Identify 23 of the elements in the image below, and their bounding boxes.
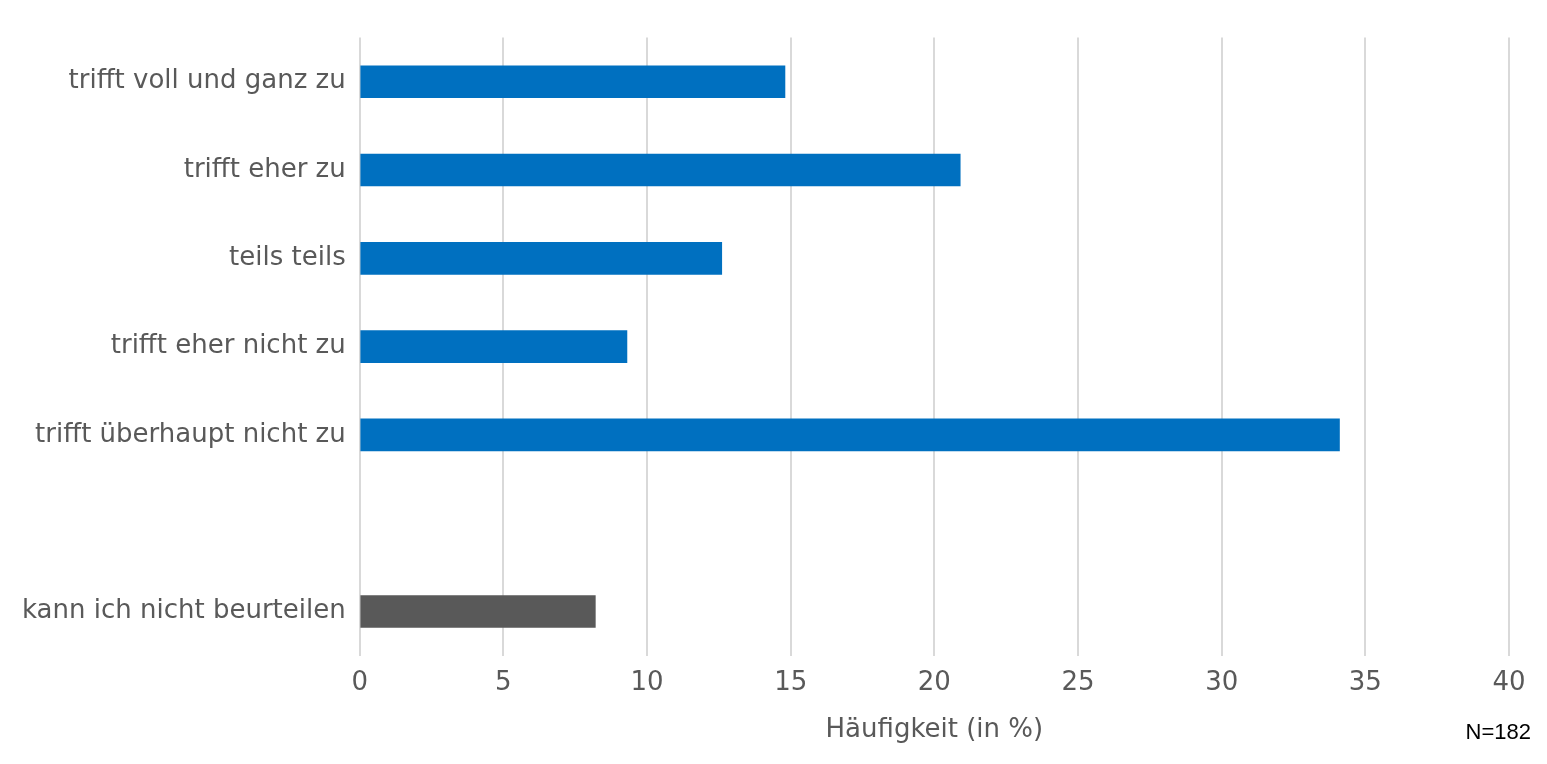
bar (360, 241, 723, 275)
y-tick-label: kann ich nicht beurteilen (22, 594, 346, 625)
x-tick-label: 5 (495, 665, 512, 696)
x-tick-label: 40 (1492, 665, 1526, 696)
x-tick-label: 15 (774, 665, 808, 696)
bar (360, 595, 596, 628)
y-tick-label: trifft eher nicht zu (110, 329, 346, 360)
bar (360, 65, 786, 99)
x-tick-label: 0 (351, 665, 368, 696)
y-tick-label: teils teils (229, 241, 346, 272)
x-tick-label: 10 (630, 665, 664, 696)
x-tick-label: 30 (1205, 665, 1239, 696)
x-tick-label: 20 (917, 665, 951, 696)
bar (360, 153, 961, 187)
x-axis-title: Häufigkeit (in %) (825, 713, 1044, 744)
x-tick-label: 25 (1061, 665, 1095, 696)
x-tick-label: 35 (1348, 665, 1382, 696)
bar (360, 418, 1340, 452)
y-tick-label: trifft überhaupt nicht zu (35, 417, 346, 448)
text: N=182 (1465, 719, 1531, 745)
y-tick-label: trifft voll und ganz zu (68, 64, 346, 95)
y-tick-label: trifft eher zu (183, 152, 346, 183)
bar (360, 330, 628, 363)
